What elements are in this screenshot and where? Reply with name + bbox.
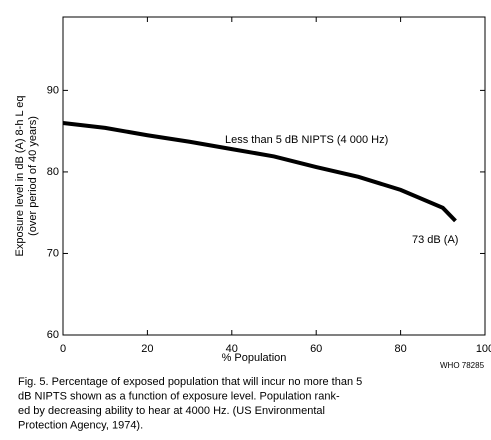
y-tick-label: 60 xyxy=(47,329,59,341)
figure-id: WHO 78285 xyxy=(440,361,485,370)
line xyxy=(62,121,457,223)
annotation: 73 dB (A) xyxy=(412,234,458,246)
y-tick-label: 90 xyxy=(47,84,59,96)
plot-frame xyxy=(62,16,486,336)
caption-line: ed by decreasing ability to hear at 4000… xyxy=(18,405,325,417)
y-axis-label: Exposure level in dB (A) 8-h L eq xyxy=(14,95,26,256)
x-tick-label: 60 xyxy=(310,343,322,355)
y-tick-label: 70 xyxy=(47,247,59,259)
x-axis-label: % Population xyxy=(222,352,287,364)
x-tick-label: 100 xyxy=(476,343,491,355)
caption-line: Protection Agency, 1974). xyxy=(18,419,143,431)
y-tick-label: 80 xyxy=(47,166,59,178)
x-tick-label: 40 xyxy=(226,343,238,355)
caption-line: Fig. 5. Percentage of exposed population… xyxy=(18,376,362,388)
x-tick-label: 20 xyxy=(141,343,153,355)
caption-line: dB NIPTS shown as a function of exposure… xyxy=(18,390,340,402)
series-label: Less than 5 dB NIPTS (4 000 Hz) xyxy=(225,134,388,146)
x-tick-label: 80 xyxy=(394,343,406,355)
x-tick-label: 0 xyxy=(60,343,66,355)
y-axis-label: (over period of 40 years) xyxy=(27,116,39,236)
